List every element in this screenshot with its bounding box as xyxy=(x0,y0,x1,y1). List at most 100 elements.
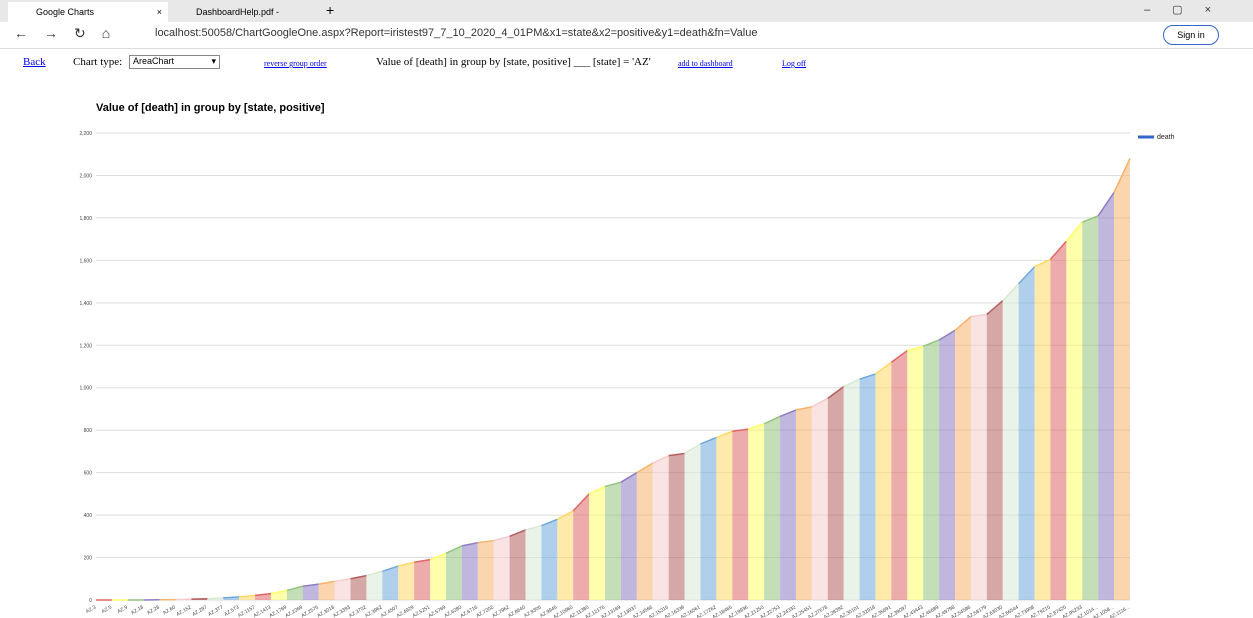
area-top xyxy=(620,471,638,483)
area-top xyxy=(318,580,335,585)
area-segment xyxy=(1066,222,1083,600)
area-segment xyxy=(923,339,940,600)
area-segment xyxy=(1050,241,1067,600)
y-tick-label: 2,200 xyxy=(79,131,92,137)
area-segment xyxy=(589,486,606,600)
area-top xyxy=(350,574,367,580)
area-top xyxy=(572,493,590,512)
area-top xyxy=(509,529,526,538)
area-segment xyxy=(716,431,733,600)
tab[interactable]: DashboardHelp.pdf - OneDrive× xyxy=(168,2,318,37)
area-top xyxy=(1049,240,1067,260)
area-segment xyxy=(843,379,860,600)
x-tick-label: AZ,152 xyxy=(175,604,192,617)
area-segment xyxy=(445,545,462,600)
area-top xyxy=(207,597,224,600)
area-top xyxy=(382,565,399,573)
area-top xyxy=(875,361,892,375)
area-top xyxy=(970,313,987,318)
y-tick-label: 800 xyxy=(84,428,93,434)
area-segment xyxy=(1098,192,1115,600)
y-tick-label: 1,800 xyxy=(79,216,92,222)
logoff-link[interactable]: Log off xyxy=(782,59,807,68)
chart-type-label: Chart type: xyxy=(73,56,123,68)
area-segment xyxy=(875,362,892,600)
area-top xyxy=(556,510,574,520)
area-segment xyxy=(859,373,876,600)
area-top xyxy=(954,316,972,331)
area-top xyxy=(1018,266,1036,285)
area-segment xyxy=(939,330,956,600)
chart-type-select[interactable]: AreaChart ▾ xyxy=(129,55,220,69)
sign-in[interactable]: Sign in xyxy=(1163,25,1219,45)
area-segment xyxy=(907,346,924,600)
area-segment xyxy=(1034,259,1051,600)
new-tab[interactable]: + xyxy=(326,2,335,18)
area-top xyxy=(493,535,510,542)
area-segment xyxy=(366,571,383,600)
y-tick-label: 0 xyxy=(89,598,92,604)
area-segment xyxy=(1018,266,1035,600)
area-top xyxy=(1065,221,1083,242)
area-top xyxy=(843,378,860,388)
area-top xyxy=(668,452,685,457)
add-link[interactable]: add to dashboard xyxy=(678,59,733,68)
area-segment xyxy=(398,562,415,600)
x-tick-label: AZ,377 xyxy=(207,604,224,617)
area-segment xyxy=(1114,158,1130,600)
area-top xyxy=(859,373,876,380)
area-top xyxy=(445,545,463,554)
area-segment xyxy=(636,463,653,600)
area-segment xyxy=(382,566,399,600)
area-top xyxy=(1034,258,1051,268)
area-segment xyxy=(970,314,987,600)
tab[interactable]: Google Charts × xyxy=(8,2,168,22)
area-top xyxy=(636,462,654,474)
x-tick-label: AZ,18 xyxy=(130,604,145,616)
legend-label: death xyxy=(1157,134,1175,141)
area-segment xyxy=(955,316,971,600)
reverse-link[interactable]: reverse group order xyxy=(264,59,327,68)
area-top xyxy=(525,524,542,531)
area-segment xyxy=(684,443,701,600)
area-top xyxy=(1002,283,1020,302)
area-top xyxy=(907,345,924,352)
chart-title: Value of [death] in group by [state, pos… xyxy=(96,102,325,114)
area-top xyxy=(986,300,1004,316)
area-segment xyxy=(334,578,351,600)
area-top xyxy=(811,397,829,408)
area-top xyxy=(1081,215,1099,223)
nav-buttons[interactable]: ←→↻⌂ xyxy=(14,25,127,41)
window-controls[interactable]: –▢× xyxy=(1144,4,1233,16)
tab-title: Google Charts xyxy=(36,7,95,17)
area-segment xyxy=(318,581,335,600)
area-segment xyxy=(605,482,621,600)
x-tick-label: AZ,60 xyxy=(162,604,177,616)
area-segment xyxy=(461,542,478,600)
area-top xyxy=(1097,192,1115,217)
area-top xyxy=(890,349,908,363)
area-top xyxy=(779,409,797,418)
area-top xyxy=(652,454,669,464)
area-segment xyxy=(652,455,669,600)
address-bar: ←→↻⌂ localhost:50058/ChartGoogleOne.aspx… xyxy=(0,22,1253,49)
chart: Value of [death] in group by [state, pos… xyxy=(79,102,1175,618)
area-top xyxy=(366,570,383,577)
area-segment xyxy=(573,493,590,600)
area-top xyxy=(922,339,940,348)
y-tick-label: 1,600 xyxy=(79,258,92,264)
area-top xyxy=(239,594,256,598)
x-tick-label: AZ,28 xyxy=(146,604,161,616)
area-top xyxy=(334,578,351,583)
area-segment xyxy=(795,406,812,600)
x-tick-label: AZ,3 xyxy=(85,604,97,615)
back-link[interactable]: Back xyxy=(23,56,46,68)
area-top xyxy=(1113,158,1131,193)
area-top xyxy=(461,541,478,547)
area-segment xyxy=(620,472,637,600)
area-top xyxy=(223,596,240,599)
area-top xyxy=(795,406,812,411)
url[interactable]: localhost:50058/ChartGoogleOne.aspx?Repo… xyxy=(155,27,758,39)
area-top xyxy=(700,436,717,445)
